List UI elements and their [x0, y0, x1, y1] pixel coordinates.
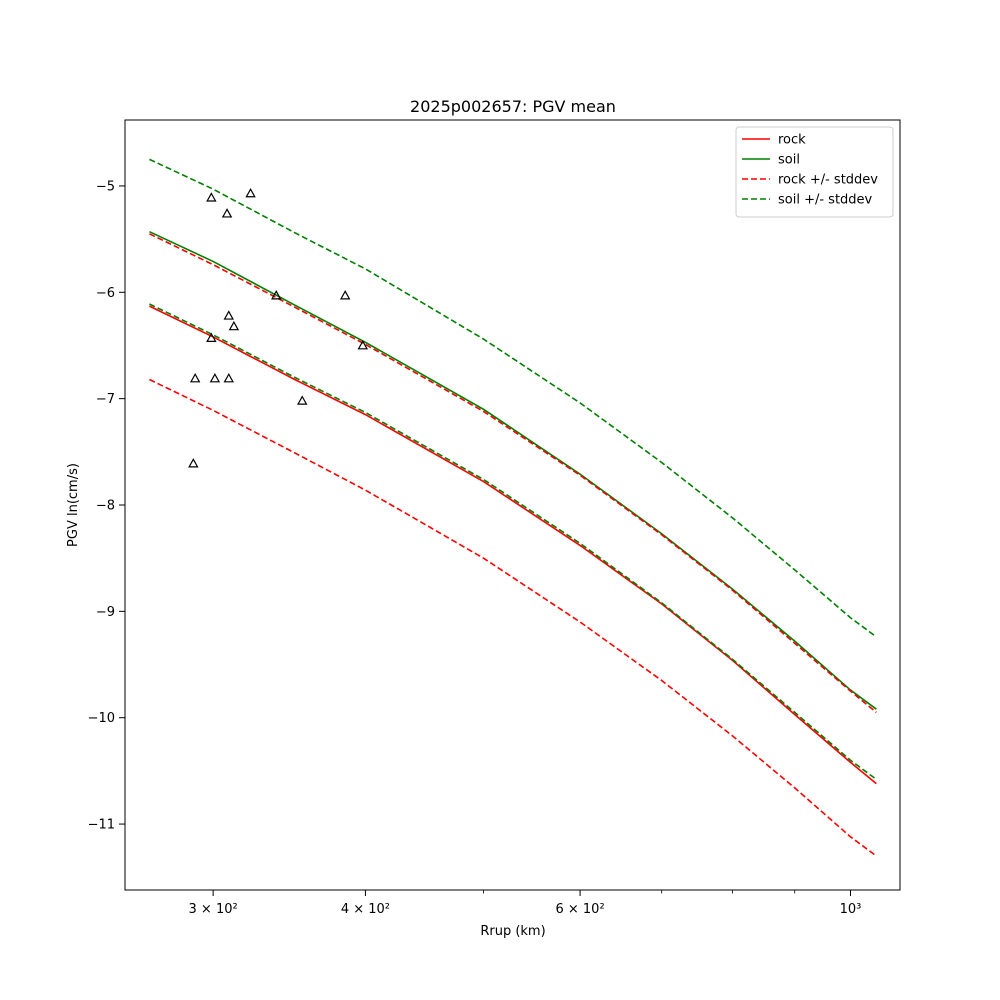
x-tick-label: 4 × 10²: [341, 902, 390, 917]
y-tick-label: −5: [96, 179, 115, 194]
x-axis-ticks: 3 × 10² 4 × 10² 6 × 10² 10³: [189, 890, 862, 917]
y-tick-label: −9: [96, 605, 115, 620]
observation-marker-8: [209, 373, 221, 383]
observation-marker-10: [297, 395, 308, 405]
observation-marker-7: [189, 373, 201, 383]
observation-marker-0: [206, 192, 217, 202]
legend-box: [735, 126, 894, 218]
observation-marker-9: [223, 373, 234, 383]
legend-label: soil: [778, 153, 800, 168]
y-tick-label: −6: [96, 286, 115, 301]
observation-marker-12: [357, 340, 368, 350]
chart-title: 2025p002657: PGV mean: [410, 97, 616, 116]
y-tick-label: −7: [96, 392, 115, 407]
x-tick-label: 10³: [840, 902, 862, 917]
plot-area: [149, 158, 877, 857]
x-tick-label: 6 × 10²: [555, 902, 604, 917]
y-axis-label: PGV ln(cm/s): [66, 463, 81, 547]
observation-marker-3: [271, 290, 282, 300]
legend-label: rock: [778, 133, 806, 148]
observation-markers: [188, 187, 368, 468]
observation-marker-5: [228, 320, 240, 331]
legend: rock soil rock +/- stddev soil +/- stddev: [735, 126, 894, 218]
observation-marker-1: [221, 208, 233, 218]
x-tick-label: 3 × 10²: [189, 902, 238, 917]
observation-marker-4: [223, 310, 234, 320]
series-line-1: [149, 230, 877, 710]
y-axis-ticks: −5 −6 −7 −8 −9 −10 −11: [88, 179, 125, 833]
observation-marker-13: [188, 458, 199, 468]
observation-marker-6: [206, 332, 217, 342]
observation-marker-11: [339, 290, 351, 300]
observation-marker-2: [245, 187, 256, 198]
y-tick-label: −11: [88, 818, 115, 833]
legend-label: rock +/- stddev: [778, 173, 878, 188]
y-tick-label: −10: [88, 711, 115, 726]
y-tick-label: −8: [96, 499, 115, 514]
x-axis-label: Rrup (km): [480, 924, 545, 939]
series-line-0: [149, 305, 877, 785]
series-line-4: [149, 158, 877, 638]
legend-label: soil +/- stddev: [778, 193, 873, 208]
